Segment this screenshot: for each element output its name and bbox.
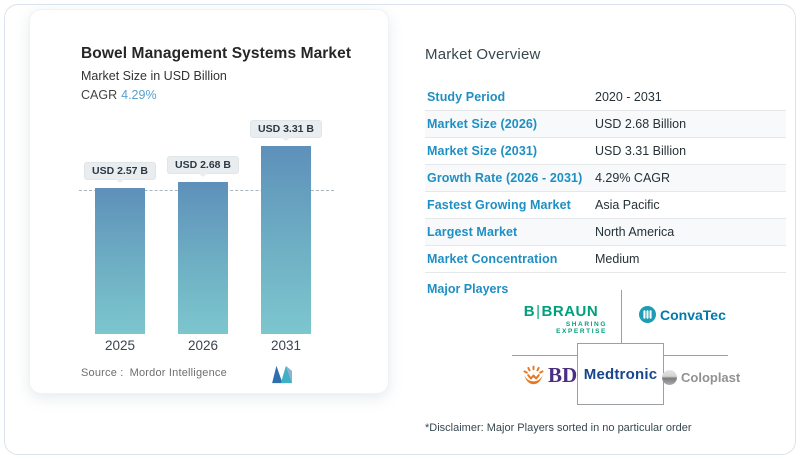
overview-row-label: Largest Market bbox=[427, 225, 518, 239]
players-horizontal-line-right bbox=[664, 355, 728, 356]
overview-row: Market Size (2031) USD 3.31 Billion bbox=[425, 138, 786, 165]
convatec-logo: ConvaTec bbox=[639, 306, 726, 323]
medtronic-logo-text: Medtronic bbox=[583, 365, 658, 383]
source-value: Mordor Intelligence bbox=[129, 367, 227, 379]
overview-row-value: Asia Pacific bbox=[595, 198, 660, 212]
overview-row: Largest Market North America bbox=[425, 219, 786, 246]
overview-row: Growth Rate (2026 - 2031) 4.29% CAGR bbox=[425, 165, 786, 192]
chart-title: Bowel Management Systems Market bbox=[81, 45, 352, 62]
x-axis-tick-label: 2031 bbox=[270, 338, 302, 353]
market-chart-card: Bowel Management Systems Market Market S… bbox=[29, 9, 389, 394]
overview-row-value: USD 3.31 Billion bbox=[595, 144, 687, 158]
bar-2025 bbox=[95, 188, 145, 334]
medtronic-box: Medtronic bbox=[577, 343, 664, 405]
chart-subtitle: Market Size in USD Billion bbox=[81, 69, 227, 83]
chart-cagr: CAGR 4.29% bbox=[81, 88, 157, 102]
overview-row-value: North America bbox=[595, 225, 675, 239]
cagr-value: 4.29% bbox=[121, 88, 157, 102]
bbraun-logo: B|BRAUN SHARING EXPERTISE bbox=[515, 303, 607, 335]
convatec-logo-text: ConvaTec bbox=[660, 306, 726, 323]
players-horizontal-line-left bbox=[512, 355, 577, 356]
overview-row-value: Medium bbox=[595, 252, 640, 266]
overview-row-label: Growth Rate (2026 - 2031) bbox=[427, 171, 583, 185]
bbraun-logo-text: B|BRAUN bbox=[523, 303, 599, 320]
overview-row-value: 4.29% CAGR bbox=[595, 171, 671, 185]
overview-row-label: Market Size (2026) bbox=[427, 117, 538, 131]
overview-row-value: 2020 - 2031 bbox=[595, 90, 662, 104]
bar-2031 bbox=[261, 146, 311, 334]
overview-row: Market Concentration Medium bbox=[425, 246, 786, 273]
coloplast-logo: Coloplast bbox=[662, 370, 740, 385]
players-vertical-divider bbox=[621, 290, 622, 343]
overview-row-label: Study Period bbox=[427, 90, 506, 104]
players-disclaimer: *Disclaimer: Major Players sorted in no … bbox=[425, 422, 692, 434]
overview-row: Study Period 2020 - 2031 bbox=[425, 84, 786, 111]
overview-row-label: Market Concentration bbox=[427, 252, 558, 266]
overview-row-value: USD 2.68 Billion bbox=[595, 117, 687, 131]
overview-row: Fastest Growing Market Asia Pacific bbox=[425, 192, 786, 219]
source-label: Source : bbox=[81, 367, 124, 379]
bar-2026 bbox=[178, 182, 228, 334]
convatec-circle-icon bbox=[639, 306, 656, 323]
bbraun-tagline: SHARING EXPERTISE bbox=[556, 321, 607, 335]
bar-value-label: USD 2.68 B bbox=[166, 156, 240, 174]
overview-title: Market Overview bbox=[425, 46, 541, 63]
bd-logo: BD bbox=[522, 363, 577, 388]
bar-value-label: USD 3.31 B bbox=[249, 120, 323, 138]
market-overview-panel: Market Overview Study Period 2020 - 2031 M… bbox=[425, 0, 788, 459]
coloplast-sphere-icon bbox=[662, 370, 677, 385]
major-players-label: Major Players bbox=[427, 282, 509, 296]
source-attribution: Source : Mordor Intelligence bbox=[81, 367, 227, 379]
bd-logo-text: BD bbox=[548, 363, 578, 387]
overview-table: Study Period 2020 - 2031 Market Size (2026… bbox=[425, 84, 786, 273]
overview-row-label: Fastest Growing Market bbox=[427, 198, 571, 212]
bar-chart-plot: USD 2.57 B 2025 USD 2.68 B 2026 USD 3.31 B 20… bbox=[30, 10, 388, 393]
mordor-intelligence-logo-icon bbox=[272, 365, 292, 384]
overview-row: Market Size (2026) USD 2.68 Billion bbox=[425, 111, 786, 138]
overview-row-label: Market Size (2031) bbox=[427, 144, 538, 158]
bd-sunburst-icon bbox=[523, 365, 544, 385]
x-axis-tick-label: 2026 bbox=[187, 338, 219, 353]
coloplast-logo-text: Coloplast bbox=[681, 370, 741, 385]
bar-value-label: USD 2.57 B bbox=[83, 162, 157, 180]
cagr-label: CAGR bbox=[81, 88, 118, 102]
x-axis-tick-label: 2025 bbox=[104, 338, 136, 353]
